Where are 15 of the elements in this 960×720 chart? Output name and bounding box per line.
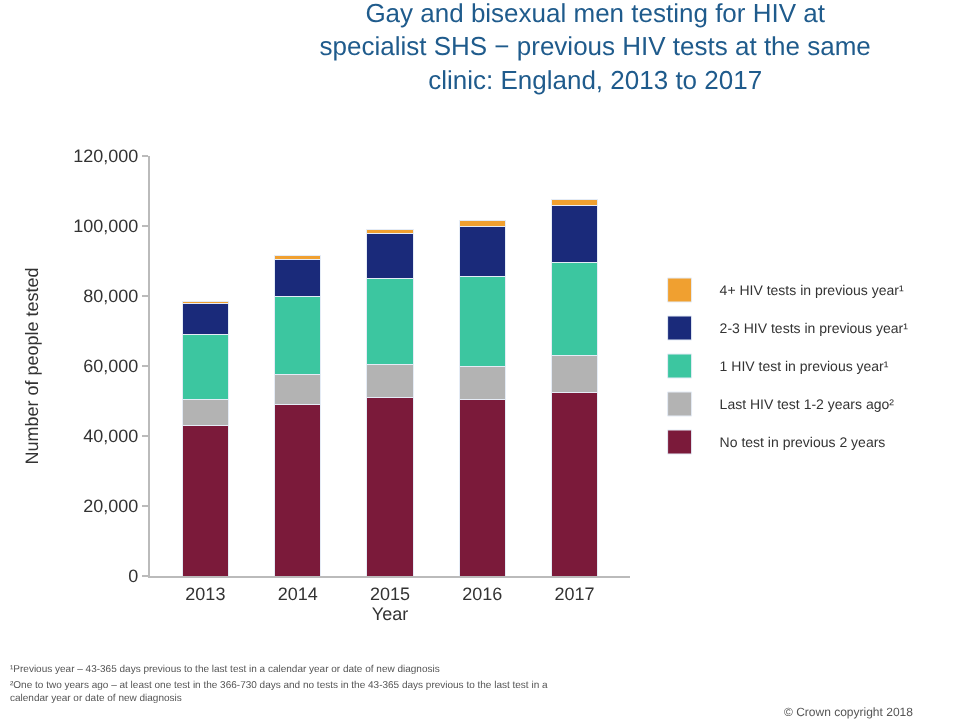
x-tick-label: 2017 [554, 583, 595, 604]
chart-title: Gay and bisexual men testing for HIV at specialist SHS − previous HIV tests at the same clinic: England, 2013 to 2017 [319, 0, 871, 96]
y-axis-title: Number of people tested [22, 267, 43, 465]
x-tick-label: 2015 [369, 583, 411, 604]
y-tick-label: 80,000 [83, 286, 139, 307]
y-tick-label: 120,000 [73, 146, 139, 167]
y-tick-label: 100,000 [73, 216, 139, 237]
x-tick-label: 2014 [277, 583, 318, 604]
y-tick-label: 20,000 [83, 496, 139, 517]
y-tick-label: 60,000 [83, 356, 139, 377]
y-tick-label: 40,000 [83, 426, 139, 447]
x-tick-label: 2013 [185, 583, 226, 604]
y-tick-label: 0 [128, 566, 139, 587]
x-tick-label: 2016 [462, 583, 503, 604]
x-axis-title: Year [371, 603, 409, 624]
